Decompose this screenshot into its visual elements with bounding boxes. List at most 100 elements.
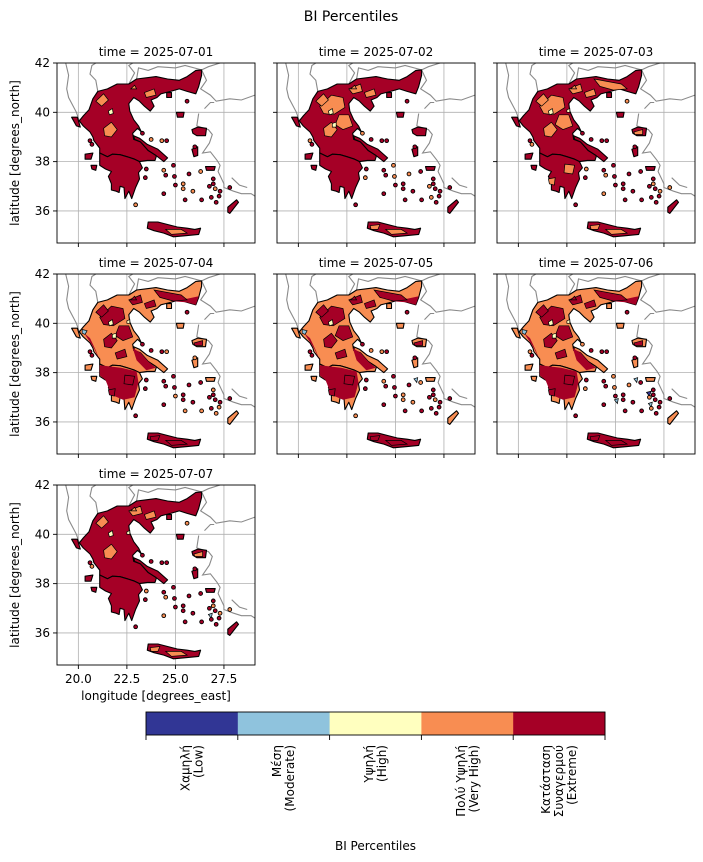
island-marker xyxy=(190,188,196,194)
island-marker xyxy=(404,309,410,315)
island-marker xyxy=(173,182,178,188)
island-marker xyxy=(383,383,389,389)
class-region xyxy=(123,374,136,386)
island-marker xyxy=(192,144,198,150)
island-marker xyxy=(212,397,218,403)
island-marker xyxy=(406,171,412,177)
land-area xyxy=(227,410,240,425)
country-border xyxy=(505,274,520,333)
land-area xyxy=(447,199,460,214)
island-marker xyxy=(601,191,607,197)
country-border xyxy=(285,274,300,333)
land-area xyxy=(511,116,521,128)
island-marker xyxy=(437,188,443,194)
island-marker xyxy=(148,137,154,142)
country-border xyxy=(204,101,215,109)
land-area xyxy=(667,410,680,425)
island-marker xyxy=(580,341,585,347)
island-marker xyxy=(652,397,658,403)
island-marker xyxy=(173,604,178,610)
panel-title: time = 2025-07-01 xyxy=(99,45,214,59)
island-marker xyxy=(391,162,396,168)
island-marker xyxy=(87,349,93,355)
island-marker xyxy=(630,188,636,194)
class-region xyxy=(589,224,601,230)
country-border xyxy=(136,486,202,502)
island-marker xyxy=(180,181,186,187)
y-tick-label: 38 xyxy=(35,577,50,591)
panel-frame xyxy=(56,484,256,666)
land-area xyxy=(204,588,216,593)
y-tick-label: 42 xyxy=(35,56,50,70)
land-area xyxy=(424,377,436,382)
island-marker xyxy=(182,408,188,414)
colorbar-segment xyxy=(329,712,422,735)
land-area xyxy=(530,375,538,382)
class-region xyxy=(604,440,629,446)
panel-title: time = 2025-07-02 xyxy=(319,45,434,59)
island-marker xyxy=(419,197,424,203)
class-region xyxy=(349,295,358,301)
island-marker xyxy=(148,348,154,353)
class-region xyxy=(563,163,576,175)
island-marker xyxy=(573,413,578,419)
country-border xyxy=(65,485,80,544)
island-marker xyxy=(207,394,212,400)
island-marker xyxy=(212,186,218,192)
country-border xyxy=(201,274,221,282)
country-border xyxy=(636,113,695,197)
figure-title: BI Percentiles xyxy=(304,9,399,25)
class-region xyxy=(613,397,619,405)
island-marker xyxy=(227,396,233,401)
island-marker xyxy=(379,138,385,144)
island-marker xyxy=(133,413,138,419)
class-region xyxy=(334,348,348,360)
class-region xyxy=(572,348,596,371)
island-marker xyxy=(430,392,436,398)
country-border xyxy=(356,64,422,80)
colorbar-class-label: Υψηλή(High) xyxy=(362,745,389,784)
island-marker xyxy=(620,392,626,398)
island-marker xyxy=(182,619,188,625)
class-region xyxy=(547,388,556,397)
island-marker xyxy=(433,410,439,416)
island-marker xyxy=(142,597,148,603)
island-marker xyxy=(383,172,389,178)
colorbar-segment xyxy=(421,712,514,735)
land-area xyxy=(90,586,98,593)
class-region xyxy=(143,510,157,520)
island-marker xyxy=(164,138,170,144)
y-tick-label: 40 xyxy=(35,105,50,119)
island-marker xyxy=(653,410,659,416)
island-marker xyxy=(613,182,618,188)
island-marker xyxy=(626,171,632,177)
country-border xyxy=(204,312,215,320)
class-region xyxy=(327,388,336,397)
map-panel: time = 2025-07-02 xyxy=(273,45,476,247)
colorbar-class-label: Πολύ Υψηλή(Very High) xyxy=(454,745,481,817)
island-marker xyxy=(159,560,165,566)
island-marker xyxy=(143,377,149,383)
land-area xyxy=(99,152,143,200)
country-border xyxy=(231,177,248,189)
colorbar-label: BI Percentiles xyxy=(335,839,416,853)
country-border xyxy=(136,64,202,80)
class-region xyxy=(569,295,578,301)
island-marker xyxy=(180,186,186,192)
class-region xyxy=(207,612,213,620)
island-marker xyxy=(164,349,170,355)
x-tick-label: 20.0 xyxy=(65,672,92,686)
country-border xyxy=(419,280,475,313)
island-marker xyxy=(362,386,368,392)
island-marker xyxy=(133,624,138,630)
land-area xyxy=(395,322,405,329)
class-region xyxy=(129,506,138,512)
land-area xyxy=(615,111,625,118)
island-marker xyxy=(212,608,218,614)
panel-frame xyxy=(496,273,696,455)
class-region xyxy=(539,365,579,400)
island-marker xyxy=(227,607,233,612)
island-marker xyxy=(140,552,145,558)
island-marker xyxy=(216,193,222,199)
